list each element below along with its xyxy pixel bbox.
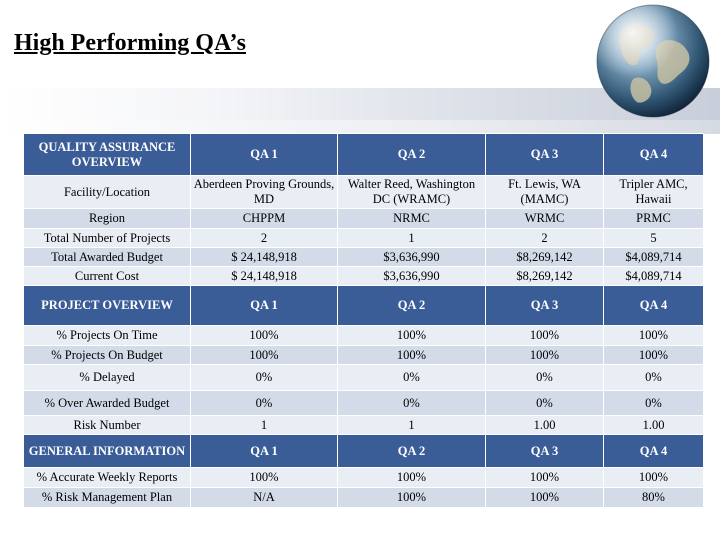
header-cell: QA 2 [337, 434, 486, 468]
table-row: Risk Number 1 1 1.00 1.00 [23, 415, 704, 435]
header-cell: QA 2 [337, 133, 486, 176]
header-cell: QA 1 [190, 285, 338, 326]
globe-icon [596, 4, 710, 118]
header-cell: PROJECT OVERVIEW [23, 285, 191, 326]
table-cell: 0% [603, 364, 704, 391]
table-cell: WRMC [485, 208, 604, 229]
table-cell: 100% [337, 325, 486, 346]
table-cell: 2 [190, 228, 338, 248]
table-cell: Ft. Lewis, WA (MAMC) [485, 175, 604, 209]
row-label: Total Awarded Budget [23, 247, 191, 267]
table-cell: 100% [337, 467, 486, 488]
table-cell: 0% [603, 390, 704, 416]
row-label: Risk Number [23, 415, 191, 435]
header-cell: QA 3 [485, 434, 604, 468]
table-row: % Risk Management Plan N/A 100% 100% 80% [23, 487, 704, 508]
table-cell: 1 [190, 415, 338, 435]
table-cell: $ 24,148,918 [190, 266, 338, 286]
table-cell: 1.00 [603, 415, 704, 435]
header-cell: GENERAL INFORMATION [23, 434, 191, 468]
table-cell: 100% [485, 345, 604, 365]
row-label: Facility/Location [23, 175, 191, 209]
header-cell: QA 4 [603, 133, 704, 176]
row-label: % Risk Management Plan [23, 487, 191, 508]
table-cell: 100% [485, 467, 604, 488]
header-cell: QA 4 [603, 285, 704, 326]
row-label: % Over Awarded Budget [23, 390, 191, 416]
header-band-lower [0, 120, 720, 134]
table-cell: 100% [603, 345, 704, 365]
table-cell: 100% [190, 325, 338, 346]
table-row: % Delayed 0% 0% 0% 0% [23, 364, 704, 391]
table-row: Total Awarded Budget $ 24,148,918 $3,636… [23, 247, 704, 267]
header-cell: QA 3 [485, 285, 604, 326]
header-cell: QA 3 [485, 133, 604, 176]
table-cell: $3,636,990 [337, 266, 486, 286]
row-label: % Accurate Weekly Reports [23, 467, 191, 488]
table-cell: 0% [485, 390, 604, 416]
table-cell: 100% [337, 345, 486, 365]
table-cell: 2 [485, 228, 604, 248]
table-cell: $ 24,148,918 [190, 247, 338, 267]
table-cell: 100% [603, 467, 704, 488]
section-header-quality-assurance: QUALITY ASSURANCE OVERVIEW QA 1 QA 2 QA … [23, 133, 704, 176]
table-cell: 100% [190, 345, 338, 365]
table-cell: $8,269,142 [485, 266, 604, 286]
table-row: % Accurate Weekly Reports 100% 100% 100%… [23, 467, 704, 488]
table-cell: 80% [603, 487, 704, 508]
table-cell: 0% [337, 390, 486, 416]
row-label: % Projects On Time [23, 325, 191, 346]
table-row: Facility/Location Aberdeen Proving Groun… [23, 175, 704, 209]
header-cell: QUALITY ASSURANCE OVERVIEW [23, 133, 191, 176]
table-cell: 0% [190, 364, 338, 391]
row-label: Total Number of Projects [23, 228, 191, 248]
table-row: Region CHPPM NRMC WRMC PRMC [23, 208, 704, 229]
table-row: Total Number of Projects 2 1 2 5 [23, 228, 704, 248]
table-cell: N/A [190, 487, 338, 508]
table-cell: Tripler AMC, Hawaii [603, 175, 704, 209]
header-cell: QA 4 [603, 434, 704, 468]
table-cell: $3,636,990 [337, 247, 486, 267]
table-cell: 1 [337, 415, 486, 435]
header-cell: QA 1 [190, 133, 338, 176]
table-row: % Over Awarded Budget 0% 0% 0% 0% [23, 390, 704, 416]
header-cell: QA 1 [190, 434, 338, 468]
table-cell: 100% [603, 325, 704, 346]
table-cell: 0% [337, 364, 486, 391]
table-cell: 0% [485, 364, 604, 391]
qa-table: QUALITY ASSURANCE OVERVIEW QA 1 QA 2 QA … [23, 133, 704, 508]
row-label: Region [23, 208, 191, 229]
table-cell: 5 [603, 228, 704, 248]
table-cell: 100% [337, 487, 486, 508]
table-cell: 0% [190, 390, 338, 416]
table-cell: $8,269,142 [485, 247, 604, 267]
section-header-project-overview: PROJECT OVERVIEW QA 1 QA 2 QA 3 QA 4 [23, 285, 704, 326]
section-header-general-information: GENERAL INFORMATION QA 1 QA 2 QA 3 QA 4 [23, 434, 704, 468]
table-cell: 1.00 [485, 415, 604, 435]
table-cell: 100% [485, 487, 604, 508]
slide-title: High Performing QA’s [14, 30, 246, 56]
row-label: % Delayed [23, 364, 191, 391]
table-cell: 100% [190, 467, 338, 488]
table-row: % Projects On Budget 100% 100% 100% 100% [23, 345, 704, 365]
table-cell: Aberdeen Proving Grounds, MD [190, 175, 338, 209]
row-label: Current Cost [23, 266, 191, 286]
table-cell: 1 [337, 228, 486, 248]
table-cell: Walter Reed, Washington DC (WRAMC) [337, 175, 486, 209]
table-cell: 100% [485, 325, 604, 346]
table-cell: NRMC [337, 208, 486, 229]
header-cell: QA 2 [337, 285, 486, 326]
row-label: % Projects On Budget [23, 345, 191, 365]
table-row: Current Cost $ 24,148,918 $3,636,990 $8,… [23, 266, 704, 286]
table-cell: $4,089,714 [603, 247, 704, 267]
table-cell: CHPPM [190, 208, 338, 229]
table-cell: PRMC [603, 208, 704, 229]
table-cell: $4,089,714 [603, 266, 704, 286]
table-row: % Projects On Time 100% 100% 100% 100% [23, 325, 704, 346]
